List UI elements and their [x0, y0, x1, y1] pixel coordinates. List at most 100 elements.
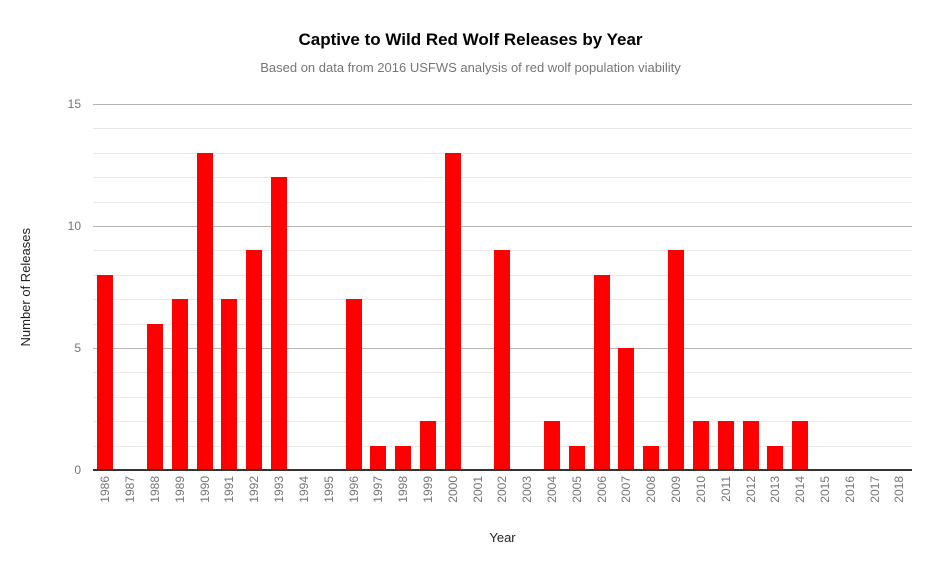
x-tick-label-1990: 1990	[197, 476, 212, 503]
bar-slot-2015	[813, 104, 838, 470]
x-tick-slot-2007: 2007	[614, 476, 639, 516]
x-tick-label-2013: 2013	[768, 476, 783, 503]
x-tick-slot-1986: 1986	[93, 476, 118, 516]
x-tick-label-2016: 2016	[842, 476, 857, 503]
bar-2000	[444, 152, 461, 470]
x-tick-label-1995: 1995	[321, 476, 336, 503]
bar-2014	[792, 421, 809, 470]
x-tick-slot-2010: 2010	[689, 476, 714, 516]
bar-1990	[196, 152, 213, 470]
x-tick-label-2011: 2011	[718, 476, 733, 502]
gridline-12	[93, 177, 912, 179]
x-axis-title: Year	[489, 530, 516, 545]
bar-2012	[742, 421, 759, 470]
x-tick-label-2017: 2017	[867, 476, 882, 503]
bar-2011	[717, 421, 734, 470]
bar-slot-1998	[391, 104, 416, 470]
x-tick-label-1986: 1986	[98, 476, 113, 503]
x-tick-label-1989: 1989	[172, 476, 187, 503]
x-tick-slot-1990: 1990	[192, 476, 217, 516]
x-tick-label-1998: 1998	[396, 476, 411, 503]
y-tick-labels: 0 5 10 15	[0, 97, 87, 477]
x-tick-label-2001: 2001	[470, 476, 485, 503]
bar-2004	[544, 421, 561, 470]
x-tick-slot-1988: 1988	[143, 476, 168, 516]
x-tick-slot-1987: 1987	[118, 476, 143, 516]
x-tick-label-1997: 1997	[371, 476, 386, 503]
bar-slot-2002	[490, 104, 515, 470]
x-tick-label-1992: 1992	[247, 476, 262, 503]
y-tick-label-15: 15	[67, 97, 81, 111]
x-tick-slot-2013: 2013	[763, 476, 788, 516]
bar-1989	[171, 299, 188, 470]
bar-1992	[246, 250, 263, 470]
bar-slot-1987	[118, 104, 143, 470]
x-tick-slot-2000: 2000	[440, 476, 465, 516]
x-tick-label-2000: 2000	[445, 476, 460, 503]
bar-1998	[395, 445, 412, 470]
x-tick-slot-1996: 1996	[341, 476, 366, 516]
chart-title: Captive to Wild Red Wolf Releases by Yea…	[298, 30, 643, 49]
x-tick-label-1993: 1993	[272, 476, 287, 503]
x-tick-slot-1997: 1997	[366, 476, 391, 516]
bar-slot-1993	[267, 104, 292, 470]
y-tick-label-0: 0	[74, 463, 81, 477]
bar-slot-1992	[242, 104, 267, 470]
x-tick-label-2018: 2018	[892, 476, 907, 503]
x-tick-slot-2004: 2004	[540, 476, 565, 516]
bar-slot-2003	[515, 104, 540, 470]
gridline-13	[93, 152, 912, 154]
bar-slot-1994	[292, 104, 317, 470]
bar-slot-2017	[862, 104, 887, 470]
bar-slot-2012	[738, 104, 763, 470]
bar-2009	[668, 250, 685, 470]
x-tick-label-1996: 1996	[346, 476, 361, 503]
chart-subtitle: Based on data from 2016 USFWS analysis o…	[260, 60, 681, 75]
bar-slot-1997	[366, 104, 391, 470]
bar-slot-2018	[887, 104, 912, 470]
bar-2007	[618, 348, 635, 470]
bar-slot-2010	[689, 104, 714, 470]
bar-slot-1996	[341, 104, 366, 470]
x-tick-labels: 1986 1987 1988 1989 1990 1991 1992 1993 1994 1995…	[93, 476, 912, 516]
bar-slot-2004	[540, 104, 565, 470]
x-tick-slot-1991: 1991	[217, 476, 242, 516]
bar-1996	[345, 299, 362, 470]
x-tick-slot-2018: 2018	[887, 476, 912, 516]
x-tick-slot-2015: 2015	[813, 476, 838, 516]
x-tick-slot-2011: 2011	[713, 476, 738, 516]
bar-2010	[692, 421, 709, 470]
bar-slot-2008	[639, 104, 664, 470]
x-tick-label-2009: 2009	[669, 476, 684, 503]
x-tick-label-2012: 2012	[743, 476, 758, 503]
x-tick-slot-2006: 2006	[589, 476, 614, 516]
x-tick-slot-1999: 1999	[416, 476, 441, 516]
bar-1999	[419, 421, 436, 470]
x-tick-slot-1989: 1989	[167, 476, 192, 516]
bar-slot-2001	[465, 104, 490, 470]
x-tick-label-2010: 2010	[693, 476, 708, 503]
plot-area	[93, 104, 912, 471]
x-tick-label-2005: 2005	[569, 476, 584, 503]
bar-2002	[494, 250, 511, 470]
x-tick-slot-1998: 1998	[391, 476, 416, 516]
x-tick-label-2015: 2015	[817, 476, 832, 503]
bar-slot-2013	[763, 104, 788, 470]
bar-slot-1986	[93, 104, 118, 470]
bar-slot-2011	[713, 104, 738, 470]
x-tick-slot-1994: 1994	[292, 476, 317, 516]
bar-slot-2006	[589, 104, 614, 470]
x-tick-slot-2012: 2012	[738, 476, 763, 516]
bar-2008	[643, 445, 660, 470]
x-tick-slot-1995: 1995	[316, 476, 341, 516]
x-tick-label-2014: 2014	[793, 476, 808, 503]
bar-slot-1991	[217, 104, 242, 470]
x-tick-label-2006: 2006	[594, 476, 609, 503]
x-tick-label-1991: 1991	[222, 476, 237, 503]
bar-2006	[593, 274, 610, 470]
x-tick-label-2004: 2004	[545, 476, 560, 503]
gridline-11	[93, 201, 912, 203]
bar-slot-2007	[614, 104, 639, 470]
x-tick-label-1988: 1988	[148, 476, 163, 503]
